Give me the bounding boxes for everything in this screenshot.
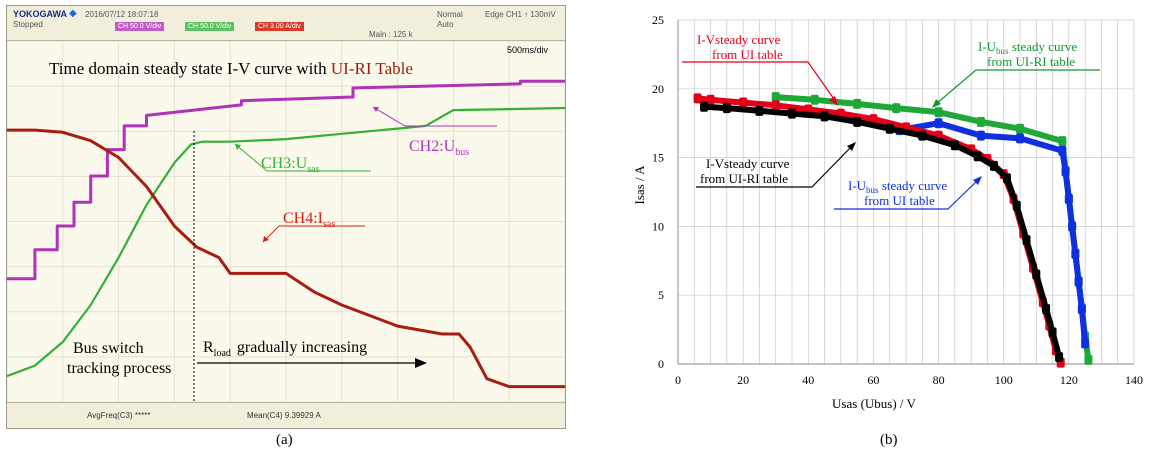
timebase-label: 500ms/div	[507, 45, 549, 55]
scope-footer-bar: AvgFreq(C3) ***** Mean(C4) 9.39929 A	[7, 402, 565, 428]
annotation-red-line1: I-Vsteady curve	[697, 32, 781, 47]
chart-points	[693, 92, 1093, 368]
avg-freq-readout: AvgFreq(C3) *****	[87, 411, 151, 420]
bus-switch-label-line1: Bus switch	[73, 340, 144, 357]
rload-label: Rload gradually increasing	[203, 339, 367, 359]
trigger-setting: Edge CH1 ↑ 130mV	[485, 10, 556, 19]
trace-ch2-ubus	[7, 79, 565, 281]
annotation-red-line2: from UI table	[712, 47, 783, 62]
annotation-blue-line2: from UI table	[864, 193, 935, 208]
y-tick-label: 15	[652, 151, 664, 165]
channel-tag-ch2: CH 50.0 V/div	[115, 22, 165, 31]
scope-plot: 500ms/div Time domain steady state I-V c…	[7, 41, 565, 402]
acquisition-state: Stopped	[13, 20, 43, 29]
panel-a-title-prefix: Time domain steady state I-V curve with	[49, 59, 331, 78]
y-tick-label: 0	[658, 357, 664, 371]
y-tick-label: 25	[652, 13, 664, 27]
bus-switch-label-line2: tracking process	[67, 360, 171, 377]
panel-a-title-highlight: UI-RI Table	[331, 59, 413, 78]
x-tick-label: 120	[1060, 373, 1078, 387]
brand-logo: YOKOGAWA	[13, 9, 68, 19]
x-tick-label: 20	[737, 373, 749, 387]
trace-ch3-usas	[7, 106, 565, 378]
annotation-black-line1: I-Vsteady curve	[706, 156, 790, 171]
y-axis-label: Isas / A	[632, 165, 647, 205]
annotation-green-leader	[935, 69, 977, 105]
caption-a: (a)	[276, 432, 293, 448]
caption-b: (b)	[880, 432, 898, 448]
channel-tag-ch4: CH 3.00 A/div	[255, 22, 304, 31]
ch4-label: CH4:Isas	[283, 210, 335, 230]
panel-a-title: Time domain steady state I-V curve with …	[49, 59, 413, 78]
annotation-green-line1: I-Ubus steady curve	[978, 39, 1077, 56]
iv-scatter-chart: 0 20 40 60 80 100 120 140 0 5 10 15 20 25 Usas (Ubus)…	[632, 13, 1143, 411]
trace-ch4-isas	[7, 128, 565, 389]
annotation-black-leader	[811, 145, 853, 188]
annotation-blue-line1: I-Ubus steady curve	[848, 178, 947, 195]
annotation-black-line2: from UI-RI table	[700, 171, 788, 186]
annotation-red-leader	[807, 61, 837, 103]
scope-header-bar: YOKOGAWA ◆ 2016/07/12 18:07:18 Stopped N…	[7, 6, 565, 41]
scope-traces	[7, 79, 565, 389]
x-tick-label: 80	[933, 373, 945, 387]
chart-ticks: 0 20 40 60 80 100 120 140 0 5 10 15 20 25	[652, 13, 1143, 387]
x-tick-label: 140	[1125, 373, 1143, 387]
x-tick-label: 60	[867, 373, 879, 387]
mean-readout: Mean(C4) 9.39929 A	[247, 411, 321, 420]
chart-grid	[677, 19, 1135, 365]
x-tick-label: 100	[995, 373, 1013, 387]
y-tick-label: 10	[652, 219, 664, 233]
channel-tag-ch3: CH 50.0 V/div	[185, 22, 235, 31]
trigger-mode: Normal	[437, 10, 463, 19]
ch3-label: CH3:Usas	[261, 155, 320, 175]
oscilloscope-screen: YOKOGAWA ◆ 2016/07/12 18:07:18 Stopped N…	[6, 5, 566, 429]
x-tick-label: 40	[802, 373, 814, 387]
ch2-label: CH2:Ubus	[409, 138, 469, 158]
brand-diamond-icon: ◆	[69, 8, 77, 19]
capture-datetime: 2016/07/12 18:07:18	[85, 10, 159, 19]
annotation-green-line2: from UI-RI table	[987, 54, 1075, 69]
main-sample-rate: Main : 125 k	[369, 30, 413, 39]
y-tick-label: 20	[652, 82, 664, 96]
series-trace	[898, 120, 1089, 344]
trigger-sweep: Auto	[437, 20, 454, 29]
annotation-blue-leader	[947, 179, 979, 210]
y-tick-label: 5	[658, 288, 664, 302]
series-trace	[703, 103, 1063, 358]
x-tick-label: 0	[675, 373, 681, 387]
x-axis-label: Usas (Ubus) / V	[832, 396, 917, 411]
